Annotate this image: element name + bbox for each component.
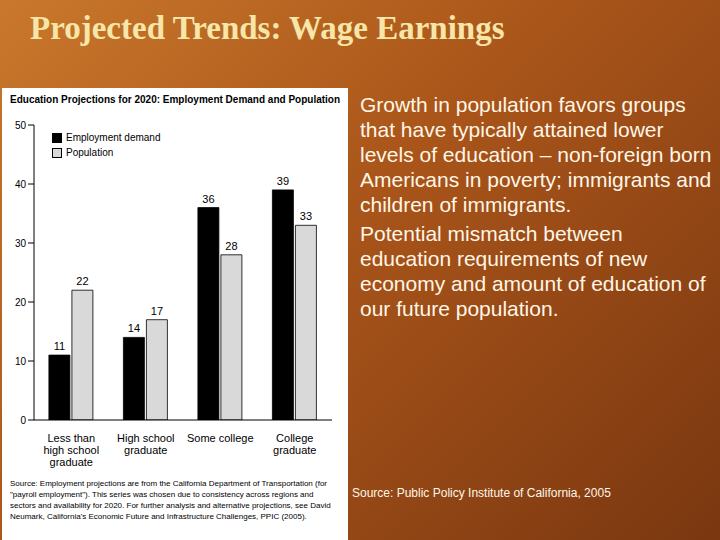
svg-text:22: 22 — [76, 275, 88, 287]
svg-text:High schoolgraduate: High schoolgraduate — [117, 432, 174, 456]
svg-text:Less thanhigh schoolgraduate: Less thanhigh schoolgraduate — [43, 432, 99, 468]
html-text:Projected Trends: Wage Earning: Projected Trends: Wage Earnings — [30, 10, 505, 46]
svg-text:39: 39 — [277, 175, 289, 187]
html-text:Education Projections for 2020: Education Projections for 2020: Employme… — [10, 94, 341, 105]
svg-text:11: 11 — [54, 340, 65, 352]
html-text:Growth in population favors gr: Growth in population favors groups that … — [360, 93, 712, 216]
svg-text:40: 40 — [15, 179, 27, 190]
html-text:Population: Population — [66, 147, 114, 158]
svg-text:10: 10 — [15, 356, 27, 367]
html-text:Source: Employment projections: Source: Employment projections are from … — [10, 479, 331, 521]
svg-text:20: 20 — [15, 297, 27, 308]
svg-text:17: 17 — [151, 305, 163, 317]
html-text:Potential mismatch between edu: Potential mismatch between education req… — [360, 222, 706, 320]
svg-text:30: 30 — [15, 238, 27, 249]
svg-text:0: 0 — [20, 415, 26, 426]
svg-text:14: 14 — [128, 322, 140, 334]
html-text:Source: Public Policy Institut: Source: Public Policy Institute of Calif… — [352, 486, 611, 500]
html-text:Employment demand: Employment demand — [66, 132, 161, 143]
svg-text:Some college: Some college — [187, 432, 254, 444]
svg-text:33: 33 — [300, 210, 312, 222]
svg-text:50: 50 — [15, 120, 27, 131]
svg-text:36: 36 — [202, 193, 214, 205]
svg-text:Collegegraduate: Collegegraduate — [273, 432, 316, 456]
svg-text:28: 28 — [225, 240, 237, 252]
